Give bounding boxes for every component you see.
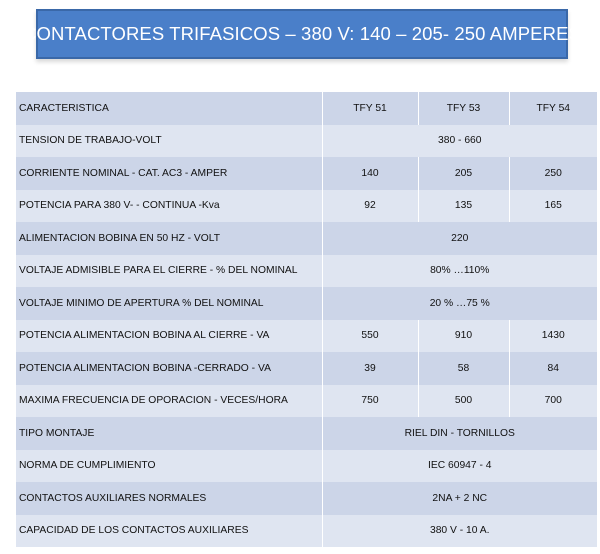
table-row: NORMA DE CUMPLIMIENTO IEC 60947 - 4 — [16, 449, 597, 482]
row-label: CAPACIDAD DE LOS CONTACTOS AUXILIARES — [16, 514, 323, 547]
row-label: CONTACTOS AUXILIARES NORMALES — [16, 482, 323, 515]
shared-value-cell: 2NA + 2 NC — [321, 482, 597, 515]
title-banner: CONTACTORES TRIFASICOS – 380 V: 140 – 20… — [23, 9, 581, 59]
shared-value-cell: 380 - 660 — [321, 124, 597, 157]
value-cell: 550 — [321, 319, 419, 352]
table-row: CORRIENTE NOMINAL - CAT. AC3 - AMPER 140 2… — [16, 157, 597, 190]
table-row: MAXIMA FRECUENCIA DE OPORACION - VECES/H… — [16, 384, 597, 417]
table-row: POTENCIA PARA 380 V- - CONTINUA -Kva 92 13… — [16, 189, 597, 222]
row-label: CORRIENTE NOMINAL - CAT. AC3 - AMPER — [16, 157, 323, 190]
value-cell: 750 — [321, 384, 419, 417]
shared-value-cell: 20 % …75 % — [321, 287, 597, 320]
shared-value-cell: RIEL DIN - TORNILLOS — [321, 417, 597, 450]
table-row: POTENCIA ALIMENTACION BOBINA AL CIERRE -… — [16, 319, 597, 352]
page-title: CONTACTORES TRIFASICOS – 380 V: 140 – 20… — [23, 23, 581, 44]
table-row: CAPACIDAD DE LOS CONTACTOS AUXILIARES 380… — [16, 514, 597, 547]
row-label: VOLTAJE ADMISIBLE PARA EL CIERRE - % DEL… — [16, 254, 323, 287]
row-label: VOLTAJE MINIMO DE APERTURA % DEL NOMINAL — [16, 287, 323, 320]
shared-value-cell: IEC 60947 - 4 — [321, 449, 597, 482]
shared-value-cell: 80% …110% — [321, 254, 597, 287]
row-label: NORMA DE CUMPLIMIENTO — [16, 449, 323, 482]
shared-value-cell: 380 V - 10 A. — [321, 514, 597, 547]
row-label: TIPO MONTAJE — [16, 417, 323, 450]
value-cell: 84 — [508, 352, 597, 385]
table-row: TIPO MONTAJE RIEL DIN - TORNILLOS — [16, 417, 597, 450]
table-row: POTENCIA ALIMENTACION BOBINA -CERRADO - … — [16, 352, 597, 385]
row-label: TENSION DE TRABAJO-VOLT — [16, 124, 323, 157]
column-header-model: TFY 51 — [321, 92, 419, 125]
spec-table: CARACTERISTICA TFY 51 TFY 53 TFY 54 TENSION … — [16, 92, 597, 547]
value-cell: 700 — [508, 384, 597, 417]
table-header-row: CARACTERISTICA TFY 51 TFY 53 TFY 54 — [16, 92, 597, 125]
spec-table-body: CARACTERISTICA TFY 51 TFY 53 TFY 54 TENSION … — [16, 92, 597, 547]
value-cell: 500 — [417, 384, 510, 417]
table-row: ALIMENTACION BOBINA EN 50 HZ - VOLT 220 — [16, 222, 597, 255]
row-label: MAXIMA FRECUENCIA DE OPORACION - VECES/H… — [16, 384, 323, 417]
table-row: CONTACTOS AUXILIARES NORMALES 2NA + 2 NC — [16, 482, 597, 515]
value-cell: 135 — [417, 189, 510, 222]
table-row: VOLTAJE ADMISIBLE PARA EL CIERRE - % DEL… — [16, 254, 597, 287]
value-cell: 58 — [417, 352, 510, 385]
value-cell: 205 — [417, 157, 510, 190]
row-label: POTENCIA PARA 380 V- - CONTINUA -Kva — [16, 189, 323, 222]
column-header-model: TFY 53 — [417, 92, 510, 125]
value-cell: 39 — [321, 352, 419, 385]
row-label: ALIMENTACION BOBINA EN 50 HZ - VOLT — [16, 222, 323, 255]
value-cell: 140 — [321, 157, 419, 190]
value-cell: 165 — [508, 189, 597, 222]
table-row: TENSION DE TRABAJO-VOLT 380 - 660 — [16, 124, 597, 157]
column-header-model: TFY 54 — [508, 92, 597, 125]
value-cell: 92 — [321, 189, 419, 222]
row-label: POTENCIA ALIMENTACION BOBINA AL CIERRE -… — [16, 319, 323, 352]
value-cell: 1430 — [508, 319, 597, 352]
value-cell: 910 — [417, 319, 510, 352]
table-row: VOLTAJE MINIMO DE APERTURA % DEL NOMINAL… — [16, 287, 597, 320]
column-header-characteristic: CARACTERISTICA — [16, 92, 323, 125]
shared-value-cell: 220 — [321, 222, 597, 255]
row-label: POTENCIA ALIMENTACION BOBINA -CERRADO - … — [16, 352, 323, 385]
value-cell: 250 — [508, 157, 597, 190]
